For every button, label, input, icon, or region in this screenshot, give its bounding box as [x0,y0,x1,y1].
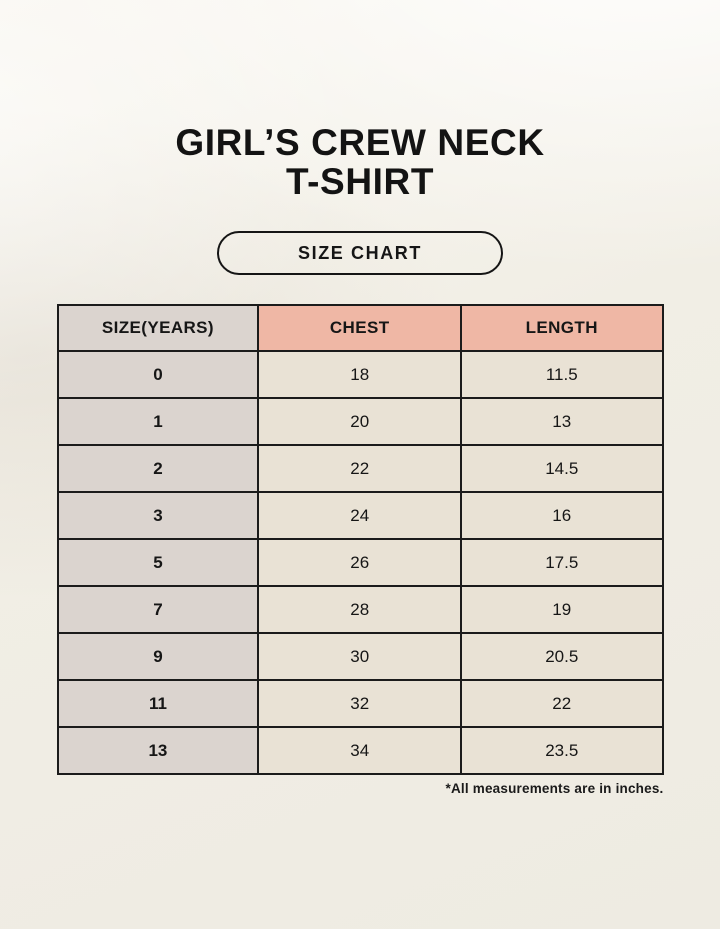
size-cell: 5 [56,538,260,587]
chest-cell: 26 [257,538,463,587]
length-cell: 22 [460,679,664,728]
table-row: 11 32 22 [56,679,664,728]
table-row: 2 22 14.5 [56,444,664,493]
table-row: 5 26 17.5 [56,538,664,587]
size-cell: 0 [56,350,260,399]
column-header-chest: CHEST [257,304,463,352]
table-row: 7 28 19 [56,585,664,634]
table-row: 9 30 20.5 [56,632,664,681]
length-cell: 11.5 [460,350,664,399]
size-cell: 7 [56,585,260,634]
page-title-line1: GIRL’S CREW NECK [175,122,545,163]
size-cell: 9 [56,632,260,681]
table-body: 0 18 11.5 1 20 13 2 22 14.5 3 24 16 5 26 17.5 7 28 19 9 30 2… [56,350,664,775]
size-cell: 2 [56,444,260,493]
table-row: 1 20 13 [56,397,664,446]
size-cell: 1 [56,397,260,446]
chest-cell: 20 [257,397,463,446]
column-header-length: LENGTH [460,304,664,352]
length-cell: 13 [460,397,664,446]
measurements-footnote: *All measurements are in inches. [445,781,664,796]
chest-cell: 22 [257,444,463,493]
page-title-line2: T-SHIRT [285,161,435,202]
chest-cell: 32 [257,679,463,728]
table-row: 3 24 16 [56,491,664,540]
length-cell: 14.5 [460,444,664,493]
chest-cell: 30 [257,632,463,681]
length-cell: 23.5 [460,726,664,775]
size-chart-table: SIZE(YEARS) CHEST LENGTH 0 18 11.5 1 20 13 2 22… [56,304,664,775]
size-chart-badge-label: SIZE CHART [298,242,422,263]
size-cell: 11 [56,679,260,728]
table-row: 0 18 11.5 [56,350,664,399]
table-row: SIZE(YEARS) CHEST LENGTH [56,304,664,352]
chest-cell: 28 [257,585,463,634]
size-cell: 3 [56,491,260,540]
table-row: 13 34 23.5 [56,726,664,775]
table-header-row: SIZE(YEARS) CHEST LENGTH [56,304,664,352]
length-cell: 19 [460,585,664,634]
column-header-size: SIZE(YEARS) [56,304,260,352]
size-chart-badge: SIZE CHART [217,231,503,275]
page-title: GIRL’S CREW NECK T-SHIRT [0,0,720,201]
chest-cell: 18 [257,350,463,399]
size-cell: 13 [56,726,260,775]
length-cell: 20.5 [460,632,664,681]
chest-cell: 34 [257,726,463,775]
length-cell: 17.5 [460,538,664,587]
length-cell: 16 [460,491,664,540]
chest-cell: 24 [257,491,463,540]
